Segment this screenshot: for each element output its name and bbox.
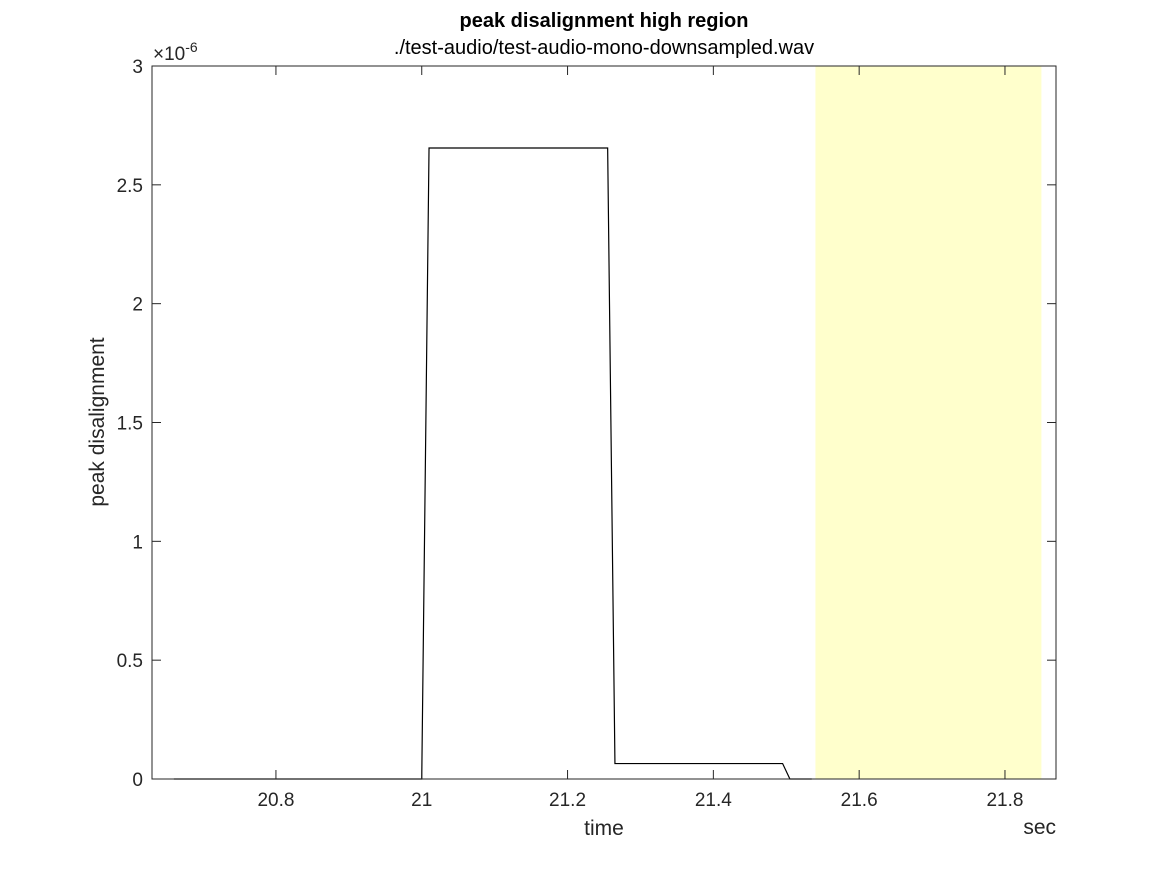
chart-title: peak disalignment high region — [460, 10, 749, 32]
y-exponent-value: -6 — [185, 39, 198, 55]
y-axis: 0 0.5 1 1.5 2 2.5 3 — [117, 57, 1056, 791]
x-tick-label: 21.8 — [986, 790, 1023, 811]
series-line-1 — [173, 147, 812, 780]
y-tick-label: 2.5 — [117, 176, 143, 197]
x-axis: 20.8 21 21.2 21.4 21.6 21.8 — [257, 66, 1023, 811]
x-tick-label: 20.8 — [257, 790, 294, 811]
y-tick-label: 3 — [132, 57, 143, 78]
y-tick-label: 2 — [132, 295, 143, 316]
y-tick-label: 0 — [132, 770, 143, 791]
x-tick-label: 21.2 — [549, 790, 586, 811]
y-tick-label: 1.5 — [117, 414, 143, 435]
x-tick-label: 21 — [411, 790, 432, 811]
plot-area: 20.8 21 21.2 21.4 21.6 21.8 0 0.5 1 1.5 2 2.5 3 — [117, 57, 1057, 811]
highlight-region — [815, 66, 1042, 779]
y-tick-label: 0.5 — [117, 651, 143, 672]
y-tick-label: 1 — [132, 532, 143, 553]
x-axis-label: time — [584, 817, 624, 840]
series-layer — [173, 147, 812, 780]
chart-subtitle: ./test-audio/test-audio-mono-downsampled… — [394, 37, 814, 59]
x-tick-label: 21.6 — [841, 790, 878, 811]
x-unit-label: sec — [1023, 816, 1056, 839]
y-axis-label: peak disalignment — [86, 337, 109, 506]
x-tick-label: 21.4 — [695, 790, 732, 811]
